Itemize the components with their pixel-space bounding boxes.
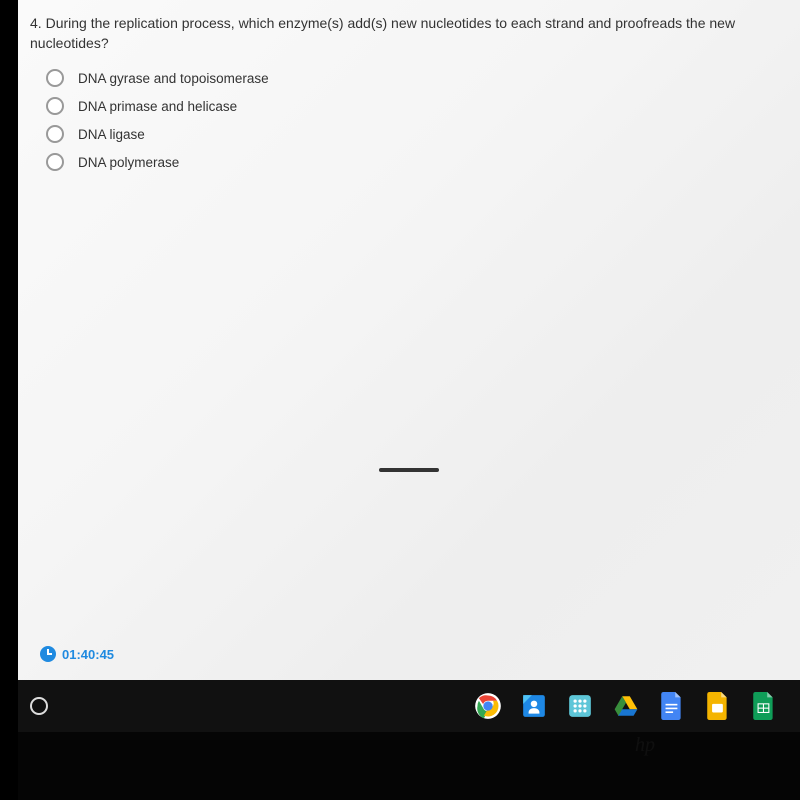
radio-icon[interactable] (46, 153, 64, 171)
quiz-screen: 4. During the replication process, which… (18, 0, 800, 680)
radio-icon[interactable] (46, 125, 64, 143)
contacts-icon[interactable] (518, 690, 550, 722)
drive-icon[interactable] (610, 690, 642, 722)
hp-logo: hp (620, 720, 670, 770)
timer-value: 01:40:45 (62, 647, 114, 662)
taskbar-icons (472, 690, 780, 722)
launcher-icon[interactable] (30, 697, 48, 715)
option-label: DNA primase and helicase (78, 99, 237, 114)
question-text: 4. During the replication process, which… (30, 14, 788, 53)
radio-icon[interactable] (46, 97, 64, 115)
sheets-icon[interactable] (748, 690, 780, 722)
option-label: DNA gyrase and topoisomerase (78, 71, 269, 86)
app-grid-icon[interactable] (564, 690, 596, 722)
timer: 01:40:45 (40, 646, 114, 662)
taskbar (18, 680, 800, 732)
question-body: During the replication process, which en… (30, 15, 735, 51)
option-row[interactable]: DNA gyrase and topoisomerase (46, 69, 788, 87)
slides-icon[interactable] (702, 690, 734, 722)
question-number: 4. (30, 15, 42, 31)
clock-icon (40, 646, 56, 662)
option-row[interactable]: DNA primase and helicase (46, 97, 788, 115)
chrome-icon[interactable] (472, 690, 504, 722)
docs-icon[interactable] (656, 690, 688, 722)
taskbar-handle (379, 468, 439, 472)
option-row[interactable]: DNA polymerase (46, 153, 788, 171)
option-row[interactable]: DNA ligase (46, 125, 788, 143)
option-label: DNA polymerase (78, 155, 179, 170)
option-label: DNA ligase (78, 127, 145, 142)
radio-icon[interactable] (46, 69, 64, 87)
bezel: hp (18, 732, 800, 800)
